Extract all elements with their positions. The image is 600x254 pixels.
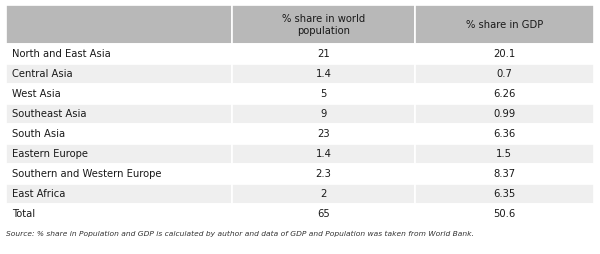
Text: 1.4: 1.4 [316,149,331,159]
Bar [415,164,594,184]
Bar [6,184,232,204]
Bar [232,204,415,224]
Text: % share in world
population: % share in world population [282,13,365,36]
Text: 20.1: 20.1 [493,49,515,59]
Text: Source: % share in Population and GDP is calculated by author and data of GDP an: Source: % share in Population and GDP is… [6,231,474,237]
Bar [232,144,415,164]
Text: 50.6: 50.6 [493,209,515,219]
Bar [6,164,232,184]
Text: West Asia: West Asia [12,89,61,99]
Text: 1.4: 1.4 [316,69,331,79]
Text: Eastern Europe: Eastern Europe [12,149,88,159]
Bar [6,84,232,104]
Bar [6,124,232,144]
Text: South Asia: South Asia [12,129,65,139]
Text: 2.3: 2.3 [316,169,331,179]
Text: Total: Total [12,209,35,219]
Text: 8.37: 8.37 [493,169,515,179]
Bar [415,5,594,44]
Text: 0.7: 0.7 [496,69,512,79]
Bar [415,124,594,144]
Text: East Africa: East Africa [12,189,65,199]
Bar [415,64,594,84]
Text: 23: 23 [317,129,330,139]
Text: % share in GDP: % share in GDP [466,20,543,30]
Text: Southern and Western Europe: Southern and Western Europe [12,169,161,179]
Text: 2: 2 [320,189,327,199]
Bar [232,104,415,124]
Bar [415,44,594,64]
Bar [232,184,415,204]
Text: Central Asia: Central Asia [12,69,73,79]
Bar [232,5,415,44]
Text: 6.26: 6.26 [493,89,515,99]
Bar [232,124,415,144]
Bar [232,164,415,184]
Text: 6.36: 6.36 [493,129,515,139]
Text: 21: 21 [317,49,330,59]
Bar [415,144,594,164]
Bar [232,64,415,84]
Bar [6,44,232,64]
Bar [6,104,232,124]
Bar [415,184,594,204]
Text: 65: 65 [317,209,330,219]
Bar [232,84,415,104]
Text: 5: 5 [320,89,327,99]
Bar [6,64,232,84]
Text: 1.5: 1.5 [496,149,512,159]
Bar [415,204,594,224]
Bar [6,144,232,164]
Bar [232,44,415,64]
Text: Southeast Asia: Southeast Asia [12,109,86,119]
Bar [415,84,594,104]
Text: 9: 9 [320,109,327,119]
Bar [415,104,594,124]
Bar [6,204,232,224]
Text: 6.35: 6.35 [493,189,515,199]
Text: North and East Asia: North and East Asia [12,49,111,59]
Bar [6,5,232,44]
Text: 0.99: 0.99 [493,109,515,119]
